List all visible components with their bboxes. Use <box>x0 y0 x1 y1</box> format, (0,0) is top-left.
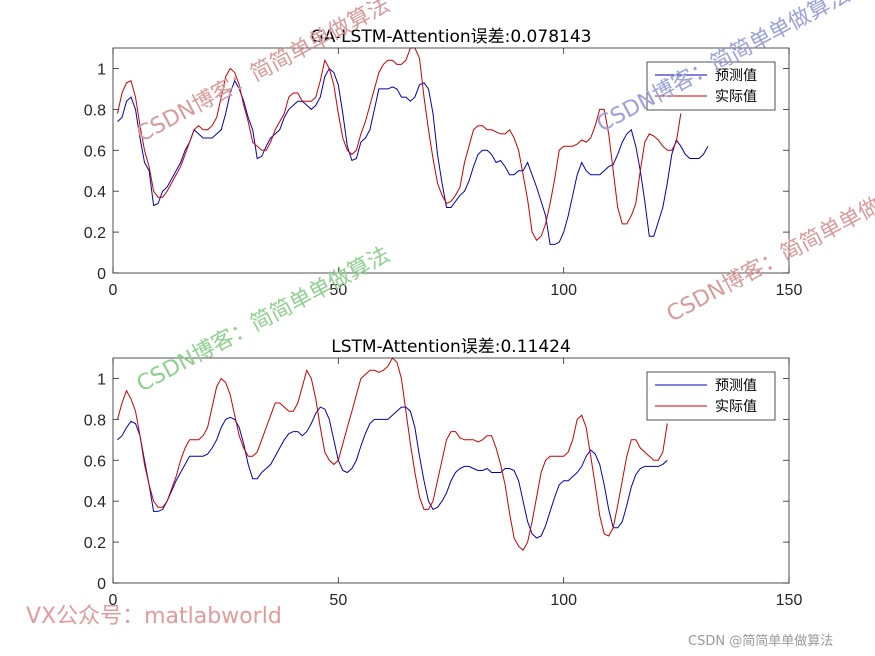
axes-box <box>112 47 790 274</box>
legend-label: 实际值 <box>715 89 757 105</box>
footer-left-text: VX公众号：matlabworld <box>26 604 282 629</box>
chart-title: GA-LSTM-Attention误差:0.078143 <box>311 27 592 47</box>
chart-top: 0 50 100 150 0 0.2 0.4 0.6 0.8 1 GA-LSTM-Attention… <box>84 27 803 299</box>
x-tick-label: 50 <box>329 592 347 609</box>
y-tick-label: 0.4 <box>84 184 106 201</box>
legend-box <box>646 371 776 421</box>
series-line-predicted <box>117 406 668 539</box>
y-tick-label: 1 <box>97 371 106 388</box>
y-tick-label: 0.8 <box>84 102 106 119</box>
legend-label: 预测值 <box>715 378 757 394</box>
x-tick-label: 0 <box>109 282 118 299</box>
chart-bottom: 0 50 100 150 0 0.2 0.4 0.6 0.8 1 LSTM-Attention误差:… <box>84 337 803 609</box>
x-tick-label: 50 <box>329 282 347 299</box>
footer-right-credit: CSDN @简简单单做算法 <box>688 630 833 649</box>
chart-title: LSTM-Attention误差:0.11424 <box>331 337 571 357</box>
x-tick-label: 150 <box>776 282 803 299</box>
x-tick-label: 0 <box>109 592 118 609</box>
y-tick-label: 0.6 <box>84 143 106 160</box>
series-line-actual <box>117 47 682 242</box>
axes-box <box>112 357 790 584</box>
y-tick-label: 0 <box>97 266 106 283</box>
footer-right-text: CSDN @简简单单做算法 <box>688 634 834 649</box>
legend-box <box>646 61 776 111</box>
x-tick-label: 100 <box>550 282 577 299</box>
y-tick-label: 1 <box>97 61 106 78</box>
y-tick-label: 0.4 <box>84 494 106 511</box>
x-tick-label: 100 <box>550 592 577 609</box>
legend-label: 实际值 <box>715 399 757 415</box>
legend-label: 预测值 <box>715 68 757 84</box>
series-line-predicted <box>117 67 709 245</box>
y-tick-label: 0 <box>97 576 106 593</box>
y-tick-label: 0.2 <box>84 225 106 242</box>
y-tick-label: 0.6 <box>84 453 106 470</box>
y-tick-label: 0.2 <box>84 535 106 552</box>
x-tick-label: 150 <box>776 592 803 609</box>
y-tick-label: 0.8 <box>84 412 106 429</box>
footer-left-watermark: VX公众号：matlabworld <box>26 598 282 630</box>
